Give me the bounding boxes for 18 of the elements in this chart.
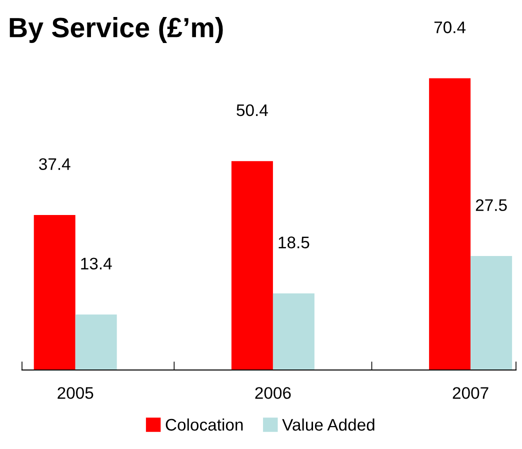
x-tick-label: 2005 [58, 387, 94, 399]
bar [470, 256, 512, 370]
data-label: 70.4 [434, 21, 466, 34]
bar [34, 214, 76, 370]
bar [75, 314, 117, 370]
bar [429, 78, 471, 370]
data-label: 37.4 [39, 158, 70, 170]
data-label: 18.5 [278, 236, 310, 248]
data-label: 27.5 [476, 199, 507, 212]
data-label: 50.4 [236, 104, 268, 116]
x-tick-label: 2006 [255, 387, 291, 399]
legend-label: Colocation [166, 418, 243, 431]
bar [231, 161, 273, 370]
legend-label: Value Added [282, 418, 374, 431]
chart-title: By Service (£’m) [10, 17, 223, 43]
x-tick-label: 2007 [452, 387, 488, 399]
data-label: 13.4 [81, 258, 112, 270]
bar [272, 293, 314, 370]
